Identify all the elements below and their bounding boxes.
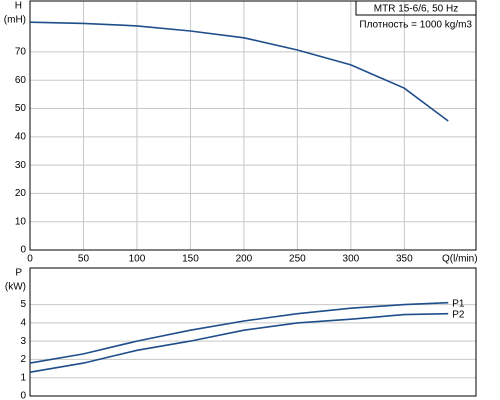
x-tick-label: 300 bbox=[343, 254, 360, 265]
chart-title: MTR 15-6/6, 50 Hz bbox=[374, 4, 458, 15]
y-axis-unit: (mH) bbox=[4, 15, 26, 26]
plot-frame bbox=[29, 0, 477, 251]
series-label: P1 bbox=[452, 298, 465, 309]
title-box bbox=[355, 0, 477, 16]
y-tick-label: 2 bbox=[20, 354, 26, 365]
y-tick-label: 0 bbox=[20, 245, 26, 256]
y-axis-label: P bbox=[15, 268, 22, 279]
chart-subtitle: Плотность = 1000 kg/m3 bbox=[359, 20, 472, 31]
y-tick-label: 10 bbox=[15, 216, 27, 227]
y-tick-label: 1 bbox=[20, 372, 26, 383]
x-tick-label: 200 bbox=[236, 254, 253, 265]
y-tick-label: 20 bbox=[15, 188, 27, 199]
x-tick-label: 150 bbox=[182, 254, 199, 265]
y-tick-label: 5 bbox=[20, 299, 26, 310]
y-tick-label: 3 bbox=[20, 336, 26, 347]
x-axis-label: Q(l/min) bbox=[442, 254, 478, 265]
y-tick-label: 70 bbox=[15, 47, 27, 58]
x-tick-label: 250 bbox=[289, 254, 306, 265]
curve bbox=[29, 21, 449, 122]
y-axis-label: H bbox=[15, 1, 22, 12]
y-tick-label: 30 bbox=[15, 160, 27, 171]
y-tick-label: 40 bbox=[15, 131, 27, 142]
y-axis-unit: (kW) bbox=[5, 282, 26, 293]
curve bbox=[29, 301, 449, 364]
x-tick-label: 50 bbox=[78, 254, 90, 265]
y-tick-label: 0 bbox=[20, 391, 26, 400]
plot-frame bbox=[29, 267, 477, 397]
x-tick-label: 100 bbox=[129, 254, 146, 265]
y-tick-label: 60 bbox=[15, 75, 27, 86]
x-tick-label: 350 bbox=[396, 254, 413, 265]
x-tick-label: 0 bbox=[27, 254, 33, 265]
y-tick-label: 50 bbox=[15, 103, 27, 114]
y-tick-label: 4 bbox=[20, 317, 26, 328]
series-label: P2 bbox=[452, 309, 465, 320]
curve bbox=[29, 312, 449, 373]
